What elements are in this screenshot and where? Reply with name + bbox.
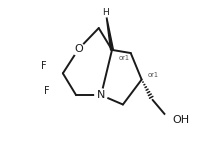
Text: H: H (102, 8, 109, 17)
Text: O: O (74, 44, 83, 54)
Text: or1: or1 (148, 72, 159, 78)
Text: F: F (41, 61, 47, 71)
Circle shape (163, 114, 176, 127)
Text: OH: OH (172, 115, 189, 125)
Circle shape (101, 8, 110, 17)
Text: N: N (97, 90, 105, 100)
Circle shape (95, 89, 107, 101)
Circle shape (39, 60, 50, 71)
Text: F: F (44, 86, 50, 96)
Text: or1: or1 (119, 56, 130, 61)
Circle shape (72, 43, 85, 55)
Polygon shape (106, 12, 113, 50)
Circle shape (42, 86, 53, 97)
